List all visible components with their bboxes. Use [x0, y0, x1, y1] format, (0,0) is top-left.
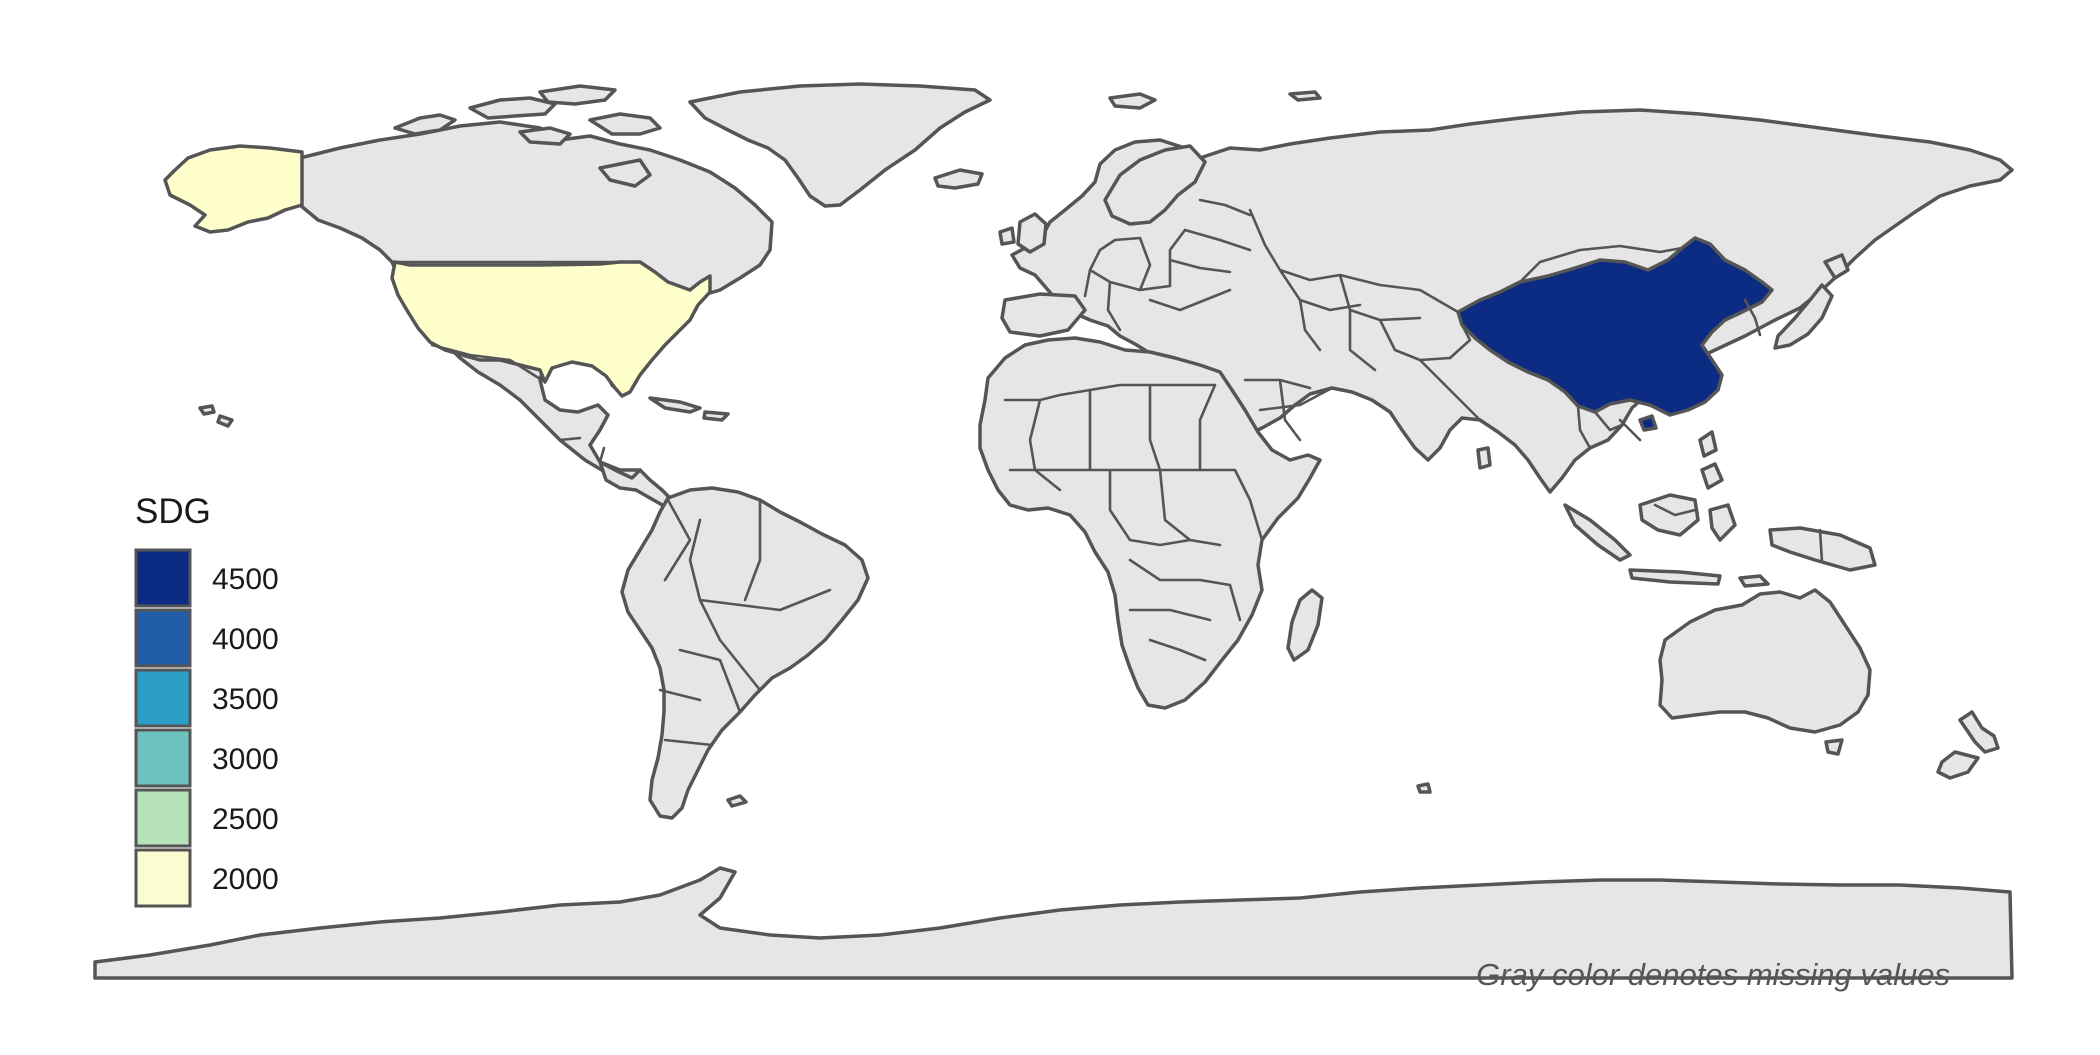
region-china[interactable]: [1456, 236, 1774, 417]
land-masses: [93, 82, 2014, 980]
legend-swatch-4500: [134, 548, 192, 608]
legend-swatch-4000: [134, 608, 192, 668]
region-new-zealand: [1936, 710, 2000, 780]
legend-items: 4500 4000 3500 3000 2500 2000: [134, 548, 279, 908]
region-pacific-islands: [198, 404, 1432, 794]
region-scandinavia: [1103, 144, 1207, 226]
region-iceland: [933, 168, 984, 190]
country-borders: [300, 150, 1824, 747]
legend-label-3500: 3500: [212, 683, 279, 716]
region-south-america: [620, 486, 870, 820]
region-british-isles: [998, 212, 1048, 254]
legend: SDG 4500 4000 3500 3000 2500 2000: [134, 492, 279, 908]
region-philippines: [1698, 430, 1724, 490]
region-alaska[interactable]: [163, 144, 304, 234]
region-iberia: [1000, 292, 1087, 338]
region-caribbean: [648, 396, 730, 422]
region-japan: [1773, 253, 1850, 350]
legend-swatch-3000: [134, 728, 192, 788]
legend-swatch-3500: [134, 668, 192, 728]
region-tasmania: [1824, 738, 1844, 756]
region-arctic-islands: [393, 84, 662, 146]
data-regions: [163, 144, 1774, 432]
legend-label-2000: 2000: [212, 863, 279, 896]
region-antarctica: [93, 866, 2014, 980]
missing-values-caption: Gray color denotes missing values: [1476, 957, 1950, 992]
legend-swatch-2000: [134, 848, 192, 908]
region-southampton-island: [598, 158, 652, 188]
region-falklands: [726, 794, 748, 808]
region-sri-lanka: [1476, 446, 1492, 470]
legend-label-2500: 2500: [212, 803, 279, 836]
region-greenland: [688, 82, 992, 208]
region-africa: [978, 336, 1322, 710]
region-hainan: [1638, 414, 1658, 432]
region-maritime-se-asia: [1563, 493, 1877, 588]
region-united-states[interactable]: [390, 260, 712, 398]
legend-label-4500: 4500: [212, 563, 279, 596]
region-madagascar: [1286, 588, 1324, 662]
legend-label-3000: 3000: [212, 743, 279, 776]
legend-label-4000: 4000: [212, 623, 279, 656]
legend-swatch-2500: [134, 788, 192, 848]
legend-title: SDG: [135, 492, 211, 531]
region-svalbard: [1108, 90, 1322, 110]
region-australia: [1658, 588, 1872, 734]
